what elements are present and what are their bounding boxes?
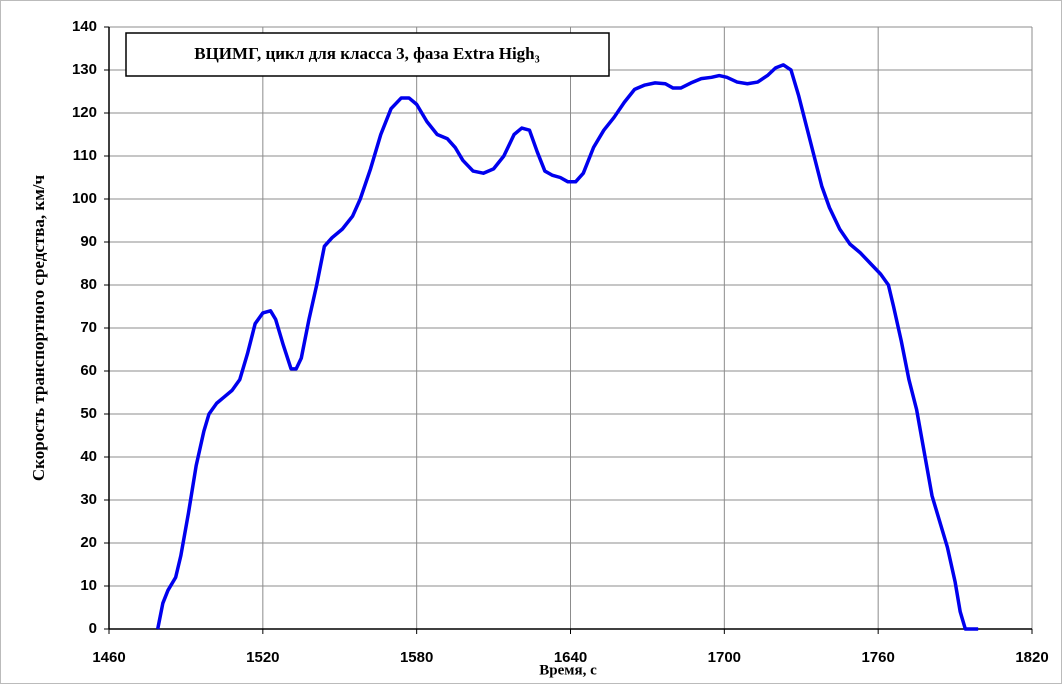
y-tick-label: 10 xyxy=(80,577,97,594)
y-tick-label: 60 xyxy=(80,362,97,379)
y-tick-label: 120 xyxy=(72,104,97,121)
y-tick-label: 0 xyxy=(89,620,97,637)
x-tick-label: 1820 xyxy=(1015,649,1048,666)
y-tick-label: 130 xyxy=(72,61,97,78)
chart-title: ВЦИМГ, цикл для класса 3, фаза Extra Hig… xyxy=(194,44,540,63)
y-tick-label: 80 xyxy=(80,276,97,293)
y-tick-label: 90 xyxy=(80,233,97,250)
x-tick-label: 1700 xyxy=(708,649,741,666)
x-tick-label: 1580 xyxy=(400,649,433,666)
plot xyxy=(155,63,979,631)
y-tick-label: 50 xyxy=(80,405,97,422)
y-tick-label: 140 xyxy=(72,18,97,35)
y-tick-label: 100 xyxy=(72,190,97,207)
x-tick-label: 1460 xyxy=(92,649,125,666)
y-tick-label: 70 xyxy=(80,319,97,336)
x-tick-label: 1520 xyxy=(246,649,279,666)
y-tick-label: 110 xyxy=(73,147,97,164)
x-tick-label: 1640 xyxy=(554,649,587,666)
y-tick-label: 40 xyxy=(80,448,97,465)
x-axis-label: Время, с xyxy=(539,662,597,678)
data-line xyxy=(155,63,979,631)
y-tick-label: 30 xyxy=(80,491,97,508)
y-tick-label: 20 xyxy=(80,534,97,551)
title-box xyxy=(125,32,610,77)
x-tick-label: 1760 xyxy=(861,649,894,666)
y-axis-label: Скорость транспортного средства, км/ч xyxy=(29,174,48,481)
